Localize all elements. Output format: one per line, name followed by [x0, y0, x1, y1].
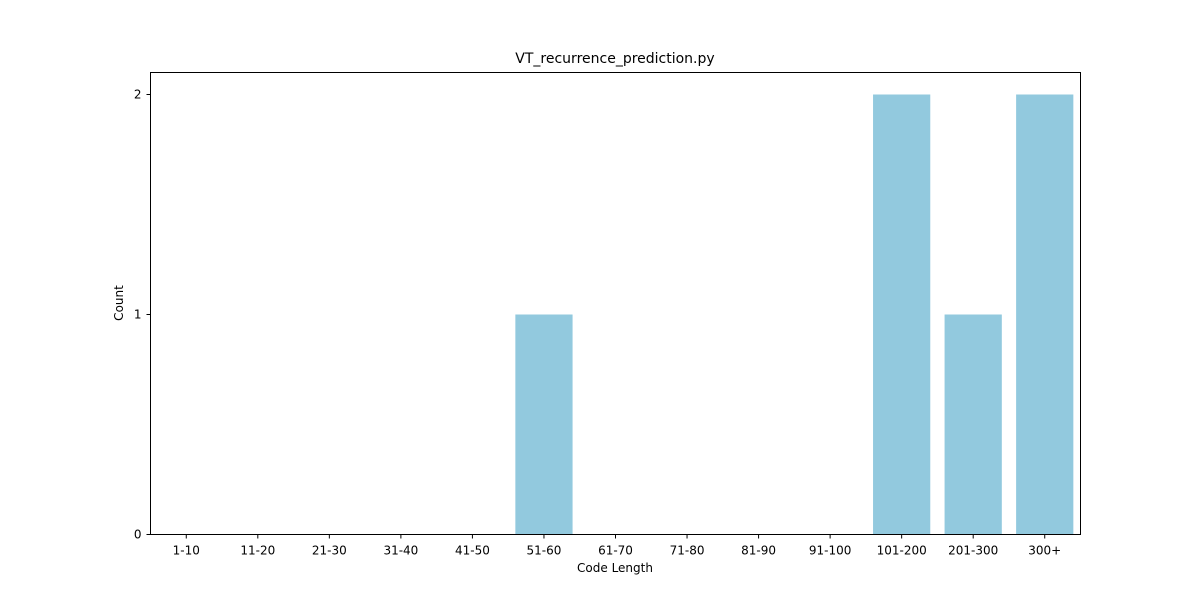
x-tick-label: 201-300: [948, 544, 998, 558]
y-tick-label: 1: [134, 308, 142, 322]
x-tick-label: 1-10: [173, 544, 200, 558]
x-tick-label: 11-20: [240, 544, 275, 558]
bars-group: [515, 94, 1074, 535]
x-tick-label: 300+: [1028, 544, 1061, 558]
x-tick-label: 31-40: [383, 544, 418, 558]
x-tick-label: 81-90: [741, 544, 776, 558]
x-tick-label: 61-70: [598, 544, 633, 558]
bar-51-60: [515, 314, 573, 535]
y-axis-label: Count: [112, 285, 126, 321]
x-axis-label: Code Length: [577, 561, 653, 575]
x-tick-label: 101-200: [877, 544, 927, 558]
x-tick-label: 91-100: [809, 544, 852, 558]
y-tick-label: 2: [134, 88, 142, 102]
bar-101-200: [873, 94, 931, 535]
x-tick-label: 71-80: [670, 544, 705, 558]
bar-201-300: [944, 314, 1002, 535]
x-tick-label: 51-60: [527, 544, 562, 558]
plot-frame: [150, 72, 1081, 535]
bar-300+: [1016, 94, 1074, 535]
y-axis: 0 1 2: [134, 88, 151, 542]
x-tick-label: 41-50: [455, 544, 490, 558]
chart-title: VT_recurrence_prediction.py: [515, 51, 714, 67]
x-axis: 1-10 11-20 21-30 31-40 41-50 51-60 61-70 71-80 8…: [173, 534, 1061, 558]
x-tick-label: 21-30: [312, 544, 347, 558]
y-tick-label: 0: [134, 528, 142, 542]
